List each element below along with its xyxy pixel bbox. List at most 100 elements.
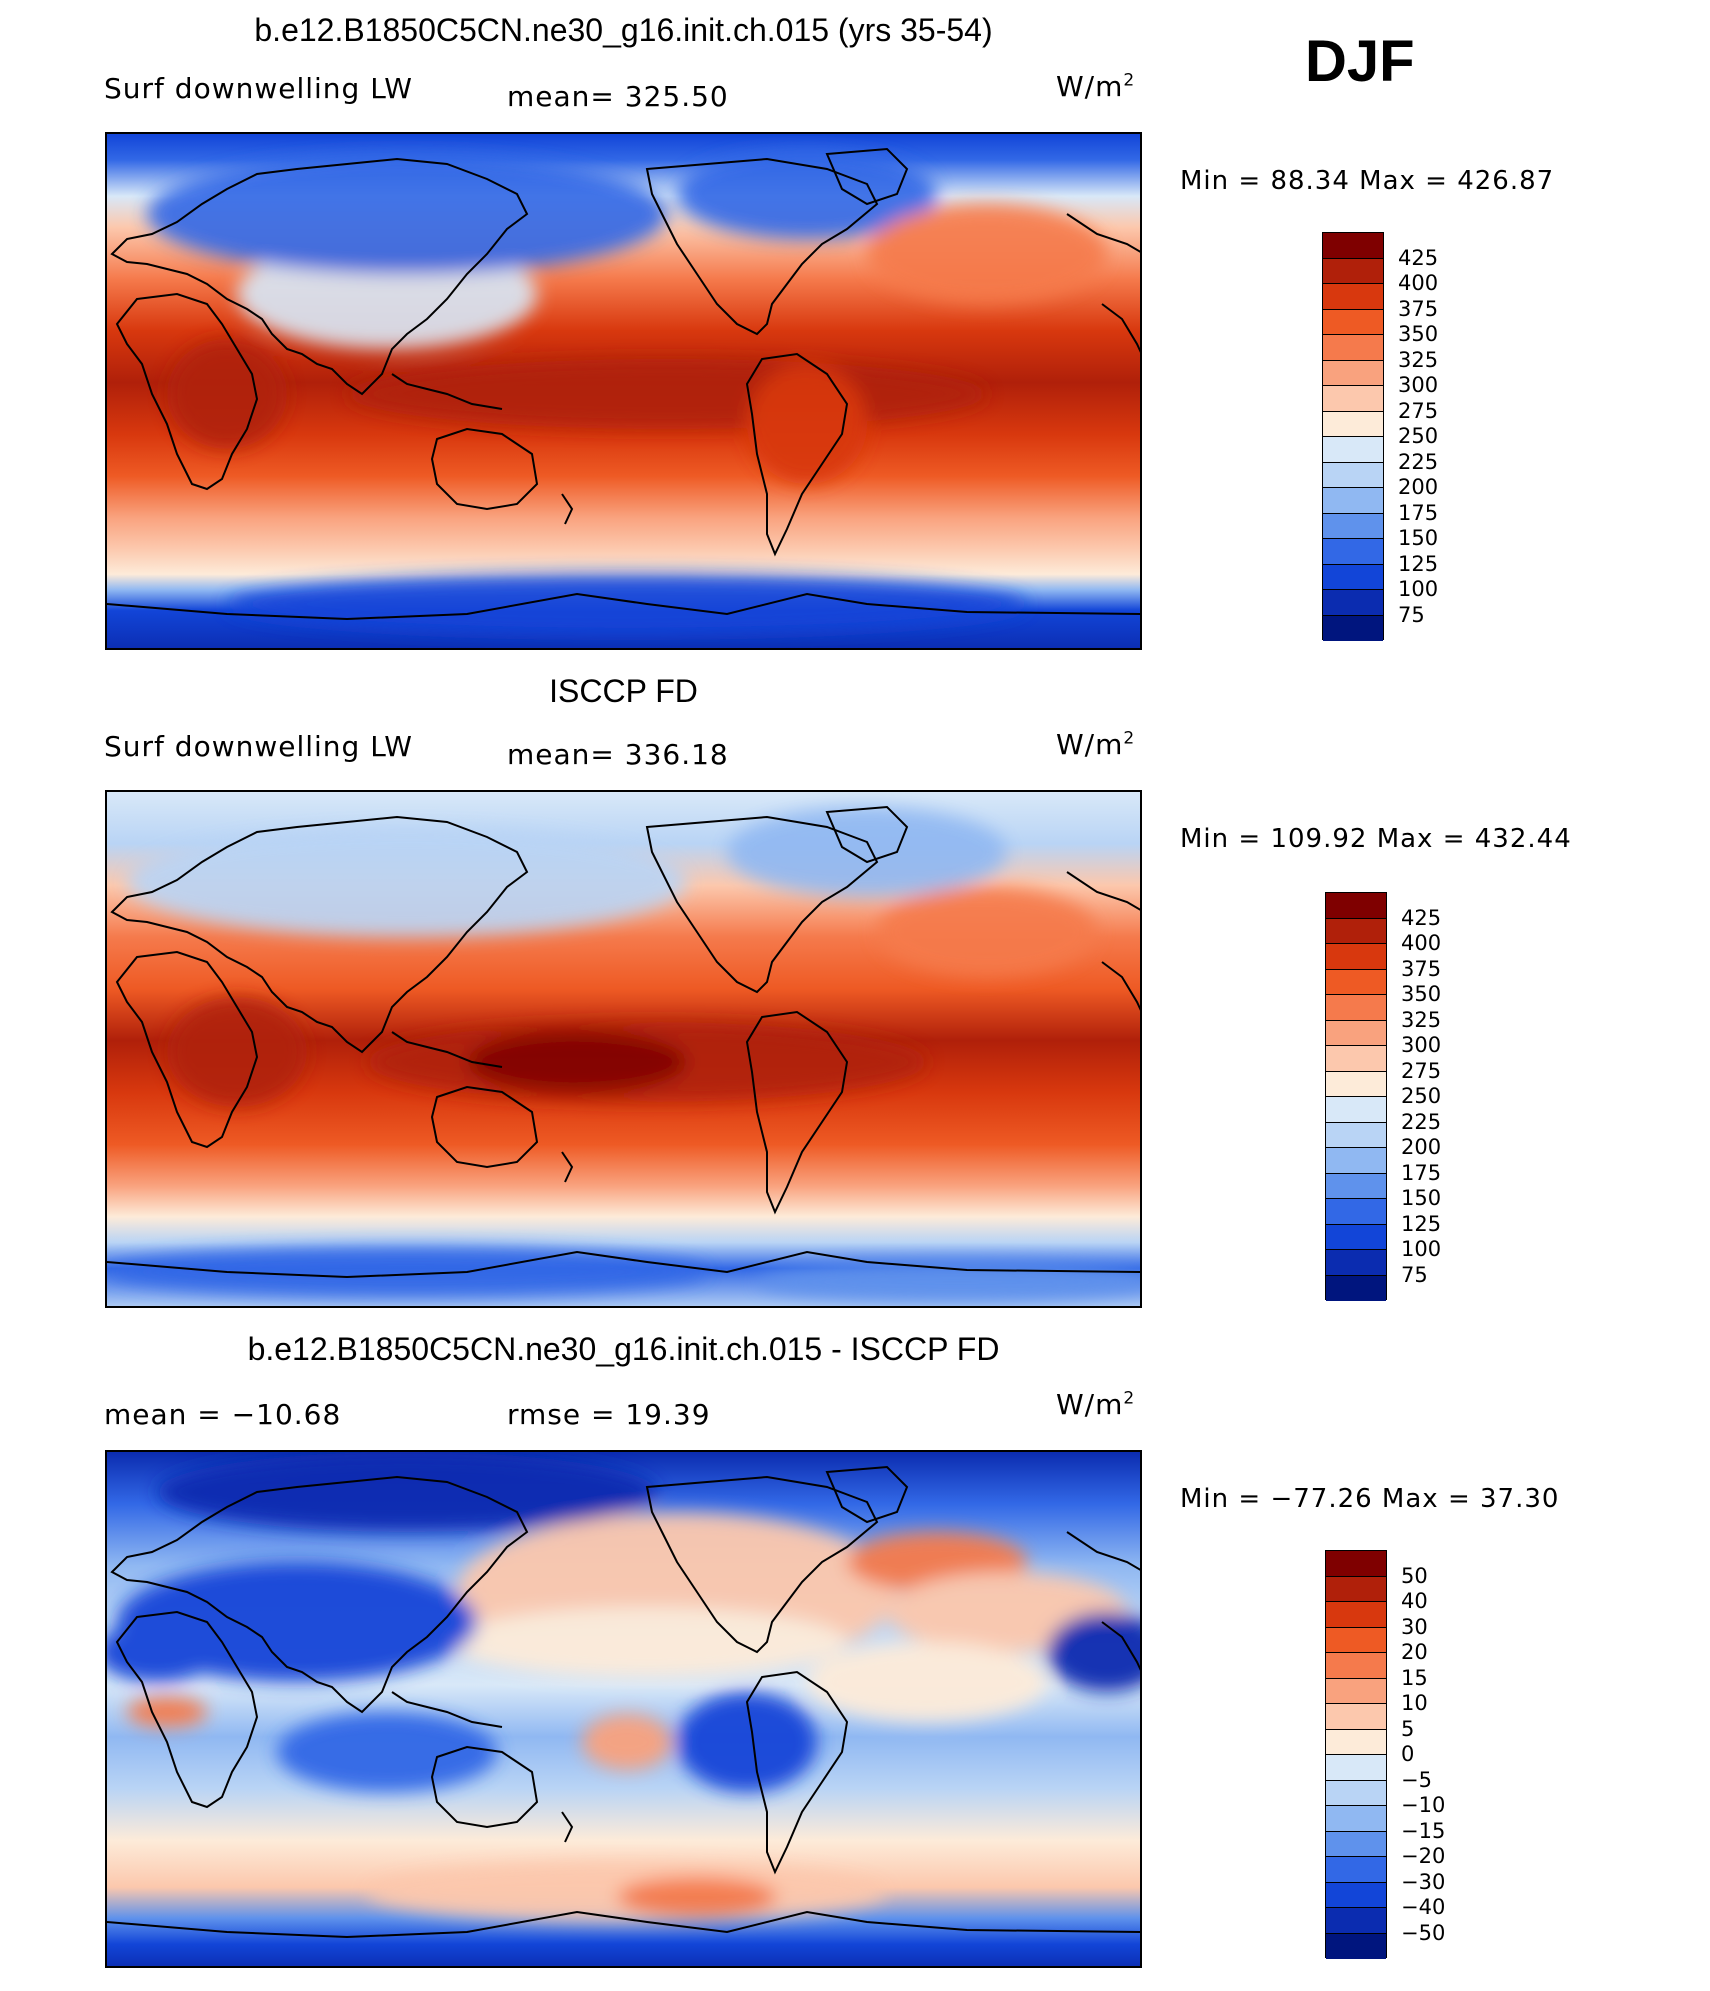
colorbar-tick-label: 200 <box>1401 1135 1442 1159</box>
colorbar-diff <box>1325 1550 1387 1959</box>
colorbar-tick-label: 250 <box>1401 1084 1442 1108</box>
colorbar-swatch <box>1326 969 1386 995</box>
colorbar-tick-label: 175 <box>1398 500 1439 525</box>
colorbar-swatch <box>1323 258 1383 284</box>
panel-units: W/m2 <box>1056 70 1136 103</box>
colorbar-swatch <box>1326 944 1386 970</box>
colorbar-tick-label: 375 <box>1401 956 1442 981</box>
colorbar-tick-label: 100 <box>1401 1237 1442 1261</box>
panel-title: b.e12.B1850C5CN.ne30_g16.init.ch.015 - I… <box>247 1331 1000 1367</box>
map-panel-model <box>105 132 1142 650</box>
colorbar-swatch <box>1326 1071 1386 1097</box>
panel-title: b.e12.B1850C5CN.ne30_g16.init.ch.015 (yr… <box>254 12 993 48</box>
colorbar-swatch <box>1326 1653 1386 1679</box>
colorbar-tick-label: 20 <box>1401 1640 1428 1664</box>
panel-mean-label: mean= 325.50 <box>507 80 729 113</box>
colorbar-swatch <box>1326 1551 1386 1577</box>
colorbar-tick-label: −15 <box>1401 1818 1446 1843</box>
colorbar-swatch <box>1326 1046 1386 1072</box>
colorbar-tick-label: 50 <box>1401 1563 1428 1588</box>
colorbar-swatch <box>1326 1831 1386 1857</box>
colorbar-swatch <box>1323 488 1383 514</box>
colorbar-tick-label: 150 <box>1401 1186 1442 1210</box>
colorbar-swatch <box>1326 1602 1386 1628</box>
panel-variable-label: Surf downwelling LW <box>104 72 413 105</box>
colorbar-tick-label: −20 <box>1401 1844 1446 1868</box>
colorbar-swatch <box>1326 1148 1386 1174</box>
colorbar-tick-label: 15 <box>1401 1665 1428 1690</box>
colorbar-tick-label: −10 <box>1401 1793 1446 1817</box>
colorbar-swatch <box>1326 1275 1386 1301</box>
colorbar-swatch <box>1323 309 1383 335</box>
panel-rmse-label: rmse = 19.39 <box>507 1398 711 1431</box>
colorbar-swatch <box>1326 1780 1386 1806</box>
colorbar-tick-label: −50 <box>1401 1920 1446 1945</box>
colorbar-tick-label: 40 <box>1401 1589 1428 1613</box>
colorbar-swatch <box>1323 386 1383 412</box>
colorbar-tick-label: 10 <box>1401 1691 1428 1715</box>
colorbar-swatch <box>1323 411 1383 437</box>
colorbar-tick-label: 75 <box>1401 1262 1428 1287</box>
colorbar-tick-label: 275 <box>1398 398 1439 423</box>
colorbar-tick-label: 5 <box>1401 1716 1415 1741</box>
colorbar-tick-label: 125 <box>1398 551 1439 576</box>
colorbar-swatch <box>1326 1199 1386 1225</box>
colorbar-tick-label: 350 <box>1398 322 1439 346</box>
colorbar-tick-label: 400 <box>1401 931 1442 955</box>
colorbar-swatch <box>1326 1908 1386 1934</box>
colorbar-tick-label: 275 <box>1401 1058 1442 1083</box>
colorbar-tick-label: −40 <box>1401 1895 1446 1919</box>
panel-variable-label: Surf downwelling LW <box>104 730 413 763</box>
colorbar-swatch <box>1326 1678 1386 1704</box>
colorbar-swatch <box>1323 335 1383 361</box>
colorbar-tick-label: 300 <box>1398 373 1439 397</box>
colorbar-swatch <box>1326 1173 1386 1199</box>
colorbar-tick-label: 250 <box>1398 424 1439 448</box>
colorbar-tick-label: 425 <box>1398 245 1439 270</box>
colorbar-swatch <box>1326 1020 1386 1046</box>
panel-title: ISCCP FD <box>549 673 698 709</box>
colorbar-swatch <box>1323 564 1383 590</box>
colorbar-tick-label: 0 <box>1401 1742 1415 1766</box>
panel-minmax: Min = 88.34 Max = 426.87 <box>1180 166 1555 196</box>
panel-mean-label: mean= 336.18 <box>507 738 729 771</box>
colorbar-swatch <box>1326 1933 1386 1959</box>
colorbar-tick-label: 175 <box>1401 1160 1442 1185</box>
panel-minmax: Min = −77.26 Max = 37.30 <box>1180 1484 1560 1514</box>
colorbar-model <box>1322 232 1384 641</box>
colorbar-tick-label: 375 <box>1398 296 1439 321</box>
colorbar-tick-label: −5 <box>1401 1767 1432 1792</box>
colorbar-swatch <box>1326 1250 1386 1276</box>
panel-minmax: Min = 109.92 Max = 432.44 <box>1180 824 1572 854</box>
colorbar-swatch <box>1323 284 1383 310</box>
colorbar-swatch <box>1323 437 1383 463</box>
colorbar-tick-label: 325 <box>1401 1007 1442 1032</box>
colorbar-swatch <box>1326 1806 1386 1832</box>
colorbar-obs <box>1325 892 1387 1301</box>
colorbar-swatch <box>1323 360 1383 386</box>
colorbar-swatch <box>1323 539 1383 565</box>
colorbar-swatch <box>1326 995 1386 1021</box>
map-panel-obs <box>105 790 1142 1308</box>
colorbar-swatch <box>1323 462 1383 488</box>
colorbar-tick-label: 300 <box>1401 1033 1442 1057</box>
colorbar-tick-label: 350 <box>1401 982 1442 1006</box>
map-panel-diff <box>105 1450 1142 1968</box>
colorbar-tick-label: 30 <box>1401 1614 1428 1639</box>
colorbar-swatch <box>1326 1576 1386 1602</box>
colorbar-tick-label: 100 <box>1398 577 1439 601</box>
colorbar-swatch <box>1326 1704 1386 1730</box>
colorbar-swatch <box>1326 893 1386 919</box>
colorbar-tick-label: 225 <box>1398 449 1439 474</box>
colorbar-tick-label: 325 <box>1398 347 1439 372</box>
colorbar-tick-label: 150 <box>1398 526 1439 550</box>
colorbar-tick-label: 200 <box>1398 475 1439 499</box>
colorbar-swatch <box>1326 1755 1386 1781</box>
colorbar-swatch <box>1326 918 1386 944</box>
colorbar-swatch <box>1326 1729 1386 1755</box>
colorbar-swatch <box>1323 615 1383 641</box>
colorbar-swatch <box>1326 1627 1386 1653</box>
panel-units: W/m2 <box>1056 728 1136 761</box>
colorbar-swatch <box>1323 233 1383 259</box>
panel-mean-label: mean = −10.68 <box>104 1398 342 1431</box>
